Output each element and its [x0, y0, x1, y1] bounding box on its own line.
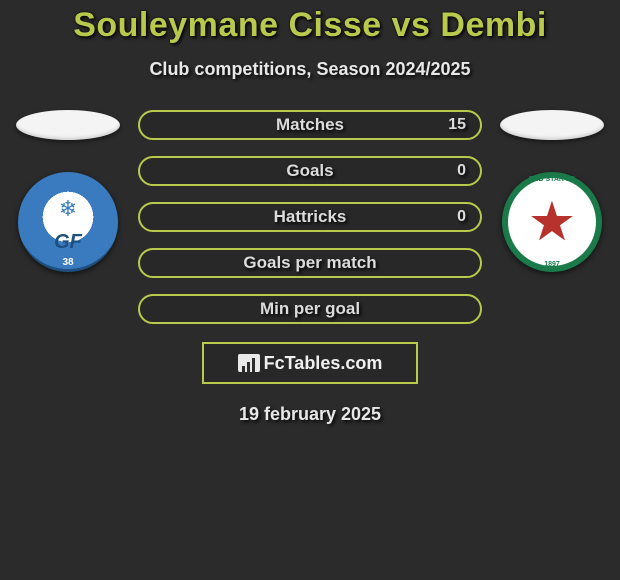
left-club-badge-main-text: GF	[54, 231, 82, 254]
stat-label: Hattricks	[274, 207, 347, 227]
stat-row-hattricks: Hattricks 0	[138, 202, 482, 232]
stat-value-right: 0	[457, 208, 466, 226]
brand-text: FcTables.com	[264, 353, 383, 374]
left-player-column: ❄ GF 38	[8, 110, 128, 272]
stat-row-min-per-goal: Min per goal	[138, 294, 482, 324]
brand-box[interactable]: FcTables.com	[202, 342, 418, 384]
stat-row-goals: Goals 0	[138, 156, 482, 186]
right-club-badge-bottom-text: 1897	[508, 261, 596, 268]
right-player-column: RED STAR FC ★ 1897	[492, 110, 612, 272]
subtitle: Club competitions, Season 2024/2025	[0, 59, 620, 80]
stat-label: Min per goal	[260, 299, 360, 319]
stat-row-matches: Matches 15	[138, 110, 482, 140]
right-player-avatar-placeholder	[500, 110, 604, 140]
comparison-card: Souleymane Cisse vs Dembi Club competiti…	[0, 0, 620, 425]
right-club-badge: RED STAR FC ★ 1897	[502, 172, 602, 272]
date-text: 19 february 2025	[0, 404, 620, 425]
main-row: ❄ GF 38 Matches 15 Goals 0 Hattricks 0 G…	[0, 110, 620, 324]
star-icon: ★	[528, 195, 576, 249]
stat-value-right: 15	[448, 116, 466, 134]
stat-label: Goals	[286, 161, 333, 181]
left-club-badge: ❄ GF 38	[18, 172, 118, 272]
bar-chart-icon	[238, 354, 260, 372]
snowflake-icon: ❄	[59, 196, 77, 222]
left-player-avatar-placeholder	[16, 110, 120, 140]
right-club-badge-top-text: RED STAR FC	[508, 176, 596, 183]
stat-label: Matches	[276, 115, 344, 135]
page-title: Souleymane Cisse vs Dembi	[0, 6, 620, 45]
stats-column: Matches 15 Goals 0 Hattricks 0 Goals per…	[128, 110, 492, 324]
stat-label: Goals per match	[243, 253, 376, 273]
stat-row-goals-per-match: Goals per match	[138, 248, 482, 278]
stat-value-right: 0	[457, 162, 466, 180]
left-club-badge-sub-text: 38	[62, 257, 73, 268]
